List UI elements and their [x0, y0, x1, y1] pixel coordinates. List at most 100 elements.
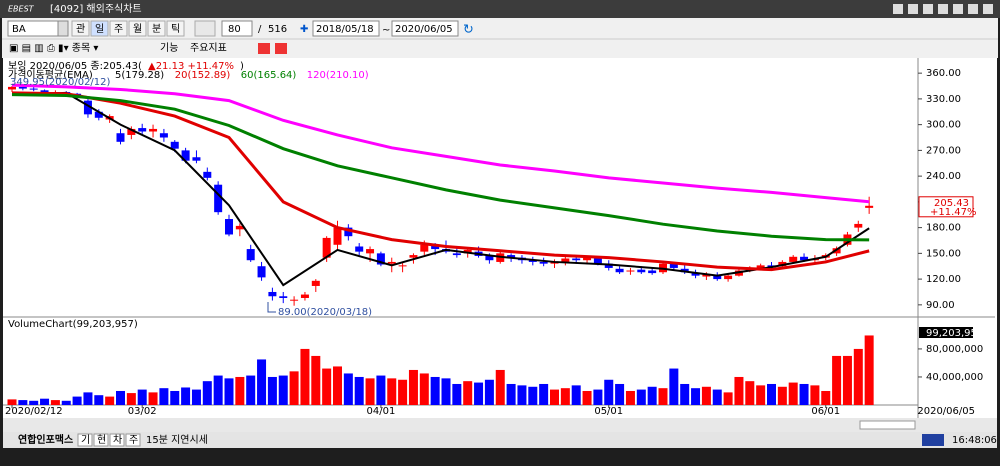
candle-body: [94, 111, 103, 118]
candle-body: [311, 280, 320, 286]
icon[interactable]: [275, 43, 287, 54]
volume-bar: [712, 389, 722, 405]
volume-bar: [625, 390, 635, 405]
period-label: 관: [76, 23, 85, 35]
period-button[interactable]: [71, 20, 90, 37]
menu-function[interactable]: 기능: [160, 42, 178, 54]
candle-body: [279, 296, 288, 298]
to-input[interactable]: [391, 20, 459, 37]
refresh[interactable]: ↻: [463, 23, 474, 38]
volume-tag: [919, 327, 973, 338]
volume-bar: [723, 392, 733, 405]
volume-bar: [387, 378, 397, 405]
price-tag-change: +11.47%: [930, 207, 977, 218]
candle-body: [355, 246, 364, 252]
volume-bar: [474, 382, 484, 405]
volume-bar: [571, 385, 581, 405]
status-button[interactable]: [109, 433, 125, 447]
volume-bar: [40, 398, 50, 405]
status-button[interactable]: [125, 433, 141, 447]
volume-bar: [701, 386, 711, 405]
candle-body: [300, 294, 309, 298]
volume-bar: [333, 366, 342, 405]
candle-body: [485, 255, 494, 261]
volume-bar: [691, 388, 701, 405]
candle-body: [225, 219, 233, 235]
volume-bar: [267, 376, 277, 405]
dropdown[interactable]: [194, 20, 216, 37]
candle-body: [593, 258, 602, 264]
volume-bar: [72, 396, 82, 405]
volume-bar: [636, 389, 646, 405]
y-tick-label: 120.00: [926, 274, 961, 285]
candle-body: [528, 260, 537, 262]
legend-ma-title: 가격이동평균(EMA): [8, 68, 93, 81]
candle-body: [376, 253, 385, 265]
volume-bar: [300, 348, 310, 405]
ma-line: [11, 91, 870, 287]
legend-entry: 5(179.28): [115, 70, 164, 81]
price-tag: [918, 196, 974, 218]
candle-body: [431, 244, 440, 250]
volume-bar: [810, 385, 820, 405]
volume-bar: [788, 382, 798, 405]
toolbar-icons[interactable]: ▣ ▤ ▥ ⎙ ▮▾ 종목 ▾: [9, 42, 98, 54]
candle-body: [333, 227, 342, 245]
period-button[interactable]: [147, 20, 166, 37]
total: 516: [268, 24, 287, 35]
period-button[interactable]: [128, 20, 147, 37]
volume-bar: [463, 381, 473, 405]
volume-bar: [582, 390, 592, 405]
volume-bar: [593, 389, 603, 405]
status-bar: [3, 432, 997, 448]
menu-indicator[interactable]: 주요지표: [190, 42, 227, 54]
status-brand: 연합인포맥스: [18, 433, 73, 446]
icon[interactable]: [258, 43, 270, 54]
volume-bar: [745, 381, 755, 405]
volume-bar: [767, 383, 776, 405]
scrollbar[interactable]: [3, 418, 997, 432]
volume-bar: [777, 386, 787, 405]
status-button-label: 현: [97, 434, 106, 446]
volume-bar: [257, 359, 267, 405]
legend-close: ): [240, 61, 244, 72]
scroll-thumb[interactable]: [859, 420, 916, 430]
x-tick-label: 2020/02/12: [5, 406, 63, 417]
candle-body: [854, 223, 863, 228]
volume-bar: [148, 392, 158, 405]
x-tick-label: 06/01: [811, 406, 840, 417]
period-button[interactable]: [90, 20, 109, 37]
candle-body: [691, 273, 700, 276]
window-buttons[interactable]: [893, 4, 993, 14]
from-input[interactable]: [312, 20, 380, 37]
symbol-dropdown[interactable]: [57, 20, 69, 37]
status-button[interactable]: [93, 433, 109, 447]
candle-body: [149, 128, 158, 132]
period-button[interactable]: [166, 20, 185, 37]
plus[interactable]: ✚: [300, 24, 308, 35]
volume-bar: [61, 400, 71, 405]
volume-bar: [832, 355, 842, 405]
high-label: 349.95(2020/02/12): [10, 77, 111, 88]
volume-bar: [343, 373, 353, 405]
status-button[interactable]: [77, 433, 93, 447]
volume-bar: [94, 395, 104, 405]
volume-bar: [615, 383, 625, 405]
low-label: 89.00(2020/03/18): [278, 307, 372, 318]
volume-bar: [159, 388, 169, 405]
ma-line: [11, 83, 870, 204]
volume-bar: [441, 378, 451, 405]
volume-bar: [658, 388, 668, 405]
candle-body: [29, 88, 38, 90]
x-tick-label: 05/01: [594, 406, 623, 417]
period-button[interactable]: [109, 20, 128, 37]
x-tick-label: 03/02: [128, 406, 157, 417]
volume-bar: [452, 383, 462, 405]
candle-body: [724, 275, 733, 280]
count-input[interactable]: [221, 20, 253, 37]
volume-bar: [560, 388, 570, 405]
volume-bar: [213, 375, 223, 405]
volume-bar: [398, 379, 408, 405]
candle-body: [420, 244, 429, 252]
volume-bar: [354, 376, 364, 405]
